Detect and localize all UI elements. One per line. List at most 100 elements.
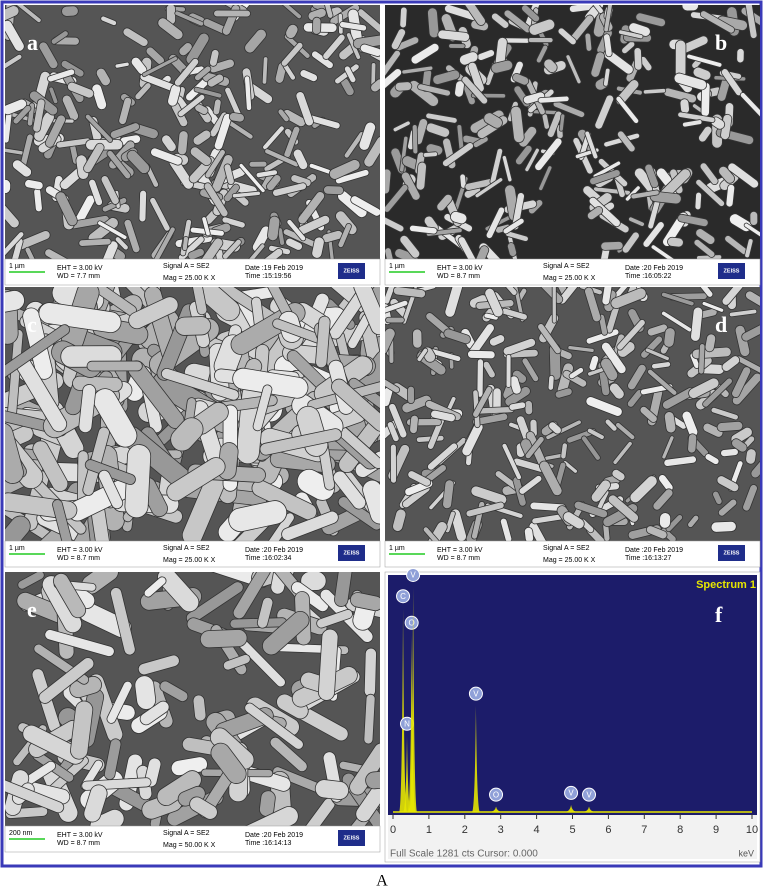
- crystal: [212, 98, 222, 116]
- crystal: [385, 68, 403, 98]
- crystal: [743, 222, 760, 241]
- crystal: [698, 343, 706, 375]
- x-tick-label: 7: [641, 824, 647, 836]
- crystal: [584, 32, 593, 52]
- crystal: [385, 168, 392, 195]
- crystal: [67, 81, 95, 99]
- crystal: [677, 213, 709, 227]
- crystal: [425, 112, 458, 124]
- peak-label: C: [400, 592, 406, 601]
- crystal: [430, 409, 456, 423]
- crystal: [126, 149, 151, 174]
- crystal: [48, 86, 59, 104]
- logo: ZEISS: [724, 268, 740, 274]
- panel-label: b: [715, 30, 727, 55]
- crystal: [521, 5, 540, 23]
- crystal: [502, 287, 518, 296]
- crystal: [385, 49, 401, 84]
- crystal: [448, 43, 466, 49]
- crystal: [416, 347, 429, 362]
- crystal: [52, 499, 74, 541]
- wd: WD = 7.7 mm: [57, 273, 100, 280]
- crystal: [359, 43, 380, 57]
- peak-marker: [396, 589, 411, 604]
- info-bar: [384, 258, 761, 286]
- crystal: [109, 122, 140, 139]
- crystal: [512, 72, 530, 86]
- crystal: [269, 736, 308, 773]
- crystal: [95, 67, 111, 87]
- crystal: [427, 7, 440, 39]
- crystal: [720, 448, 739, 458]
- x-tick-label: 1: [426, 824, 432, 836]
- crystal: [261, 56, 269, 85]
- crystal: [189, 796, 218, 820]
- crystal: [5, 98, 28, 116]
- crystal: [698, 287, 714, 298]
- crystal: [721, 355, 741, 372]
- crystal: [362, 479, 380, 525]
- crystal: [399, 234, 421, 259]
- crystal: [702, 377, 733, 408]
- info-bar: [4, 825, 381, 853]
- crystal: [238, 163, 266, 194]
- logo-box: [338, 830, 365, 846]
- crystal: [603, 33, 613, 58]
- crystal: [618, 29, 644, 40]
- crystal: [467, 349, 496, 360]
- crystal: [410, 42, 440, 65]
- crystal: [97, 220, 128, 240]
- crystal: [363, 135, 380, 168]
- scale-label: 1 µm: [9, 545, 25, 552]
- crystal: [401, 65, 434, 75]
- wd: WD = 8.7 mm: [437, 555, 480, 562]
- crystal: [196, 287, 241, 322]
- crystal: [710, 407, 739, 421]
- scale-label: 1 µm: [9, 263, 25, 270]
- crystal: [615, 422, 636, 441]
- crystal: [484, 287, 504, 318]
- crystal: [38, 41, 59, 70]
- crystal: [316, 609, 353, 629]
- crystal: [538, 165, 553, 191]
- crystal: [335, 169, 370, 185]
- crystal: [674, 39, 687, 79]
- crystal: [199, 629, 248, 649]
- crystal: [300, 572, 327, 591]
- crystal: [256, 596, 274, 629]
- crystal: [528, 18, 556, 36]
- crystal: [642, 221, 665, 248]
- crystal: [687, 433, 698, 454]
- crystal: [663, 411, 677, 434]
- crystal: [157, 17, 184, 41]
- date: Date :20 Feb 2019: [625, 265, 683, 272]
- crystal: [5, 5, 20, 23]
- crystal: [645, 525, 668, 540]
- crystal: [353, 287, 380, 336]
- logo: ZEISS: [344, 550, 360, 556]
- crystal: [633, 47, 643, 71]
- crystal: [518, 475, 543, 495]
- peak: [489, 806, 504, 812]
- crystal: [644, 163, 659, 189]
- crystal: [244, 28, 267, 54]
- crystal: [5, 19, 25, 52]
- wd: WD = 8.7 mm: [437, 273, 480, 280]
- crystal: [436, 193, 453, 212]
- date: Date :20 Feb 2019: [245, 832, 303, 839]
- crystal: [716, 475, 740, 493]
- crystal: [585, 396, 623, 417]
- crystal: [70, 700, 94, 760]
- crystal: [704, 333, 717, 353]
- crystal: [573, 500, 608, 519]
- x-unit: keV: [738, 848, 754, 858]
- crystal: [181, 235, 189, 251]
- crystal: [50, 30, 69, 45]
- crystal: [5, 231, 25, 259]
- crystal: [334, 572, 353, 607]
- crystal: [286, 219, 307, 242]
- crystal: [78, 237, 112, 247]
- signal: Signal A = SE2: [543, 545, 590, 552]
- eht: EHT = 3.00 kV: [57, 265, 103, 272]
- crystal: [554, 387, 573, 399]
